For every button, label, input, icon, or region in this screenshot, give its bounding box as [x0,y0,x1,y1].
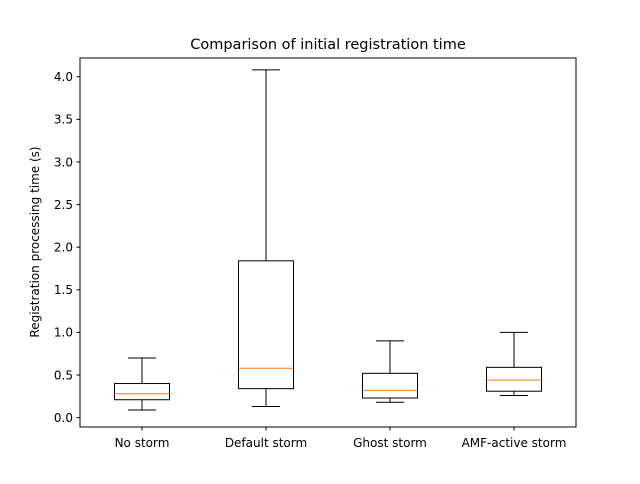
y-tick-label: 2.0 [54,240,73,254]
y-tick-label: 3.0 [54,155,73,169]
y-axis-label: Registration processing time (s) [28,146,42,337]
x-tick-label: Ghost storm [353,436,427,450]
chart-title: Comparison of initial registration time [190,37,466,53]
box-iqr [362,372,418,399]
y-tick-label: 2.5 [54,198,73,212]
box-iqr [114,383,170,401]
x-tick-label: No storm [115,436,170,450]
y-tick-label: 1.0 [54,326,73,340]
y-tick-label: 0.0 [54,411,73,425]
x-tick-label: AMF-active storm [462,436,567,450]
y-tick-label: 0.5 [54,368,73,382]
y-tick-label: 3.5 [54,113,73,127]
box-iqr [486,366,542,392]
x-tick-label: Default storm [225,436,307,450]
plot-area: 0.0 0.5 1.0 1.5 2.0 2.5 3.0 3.5 4.0 No storm Defau… [54,69,567,450]
box-iqr [238,260,294,390]
y-tick-label: 1.5 [54,283,73,297]
y-tick-label: 4.0 [54,70,73,84]
axes-frame [79,57,577,428]
